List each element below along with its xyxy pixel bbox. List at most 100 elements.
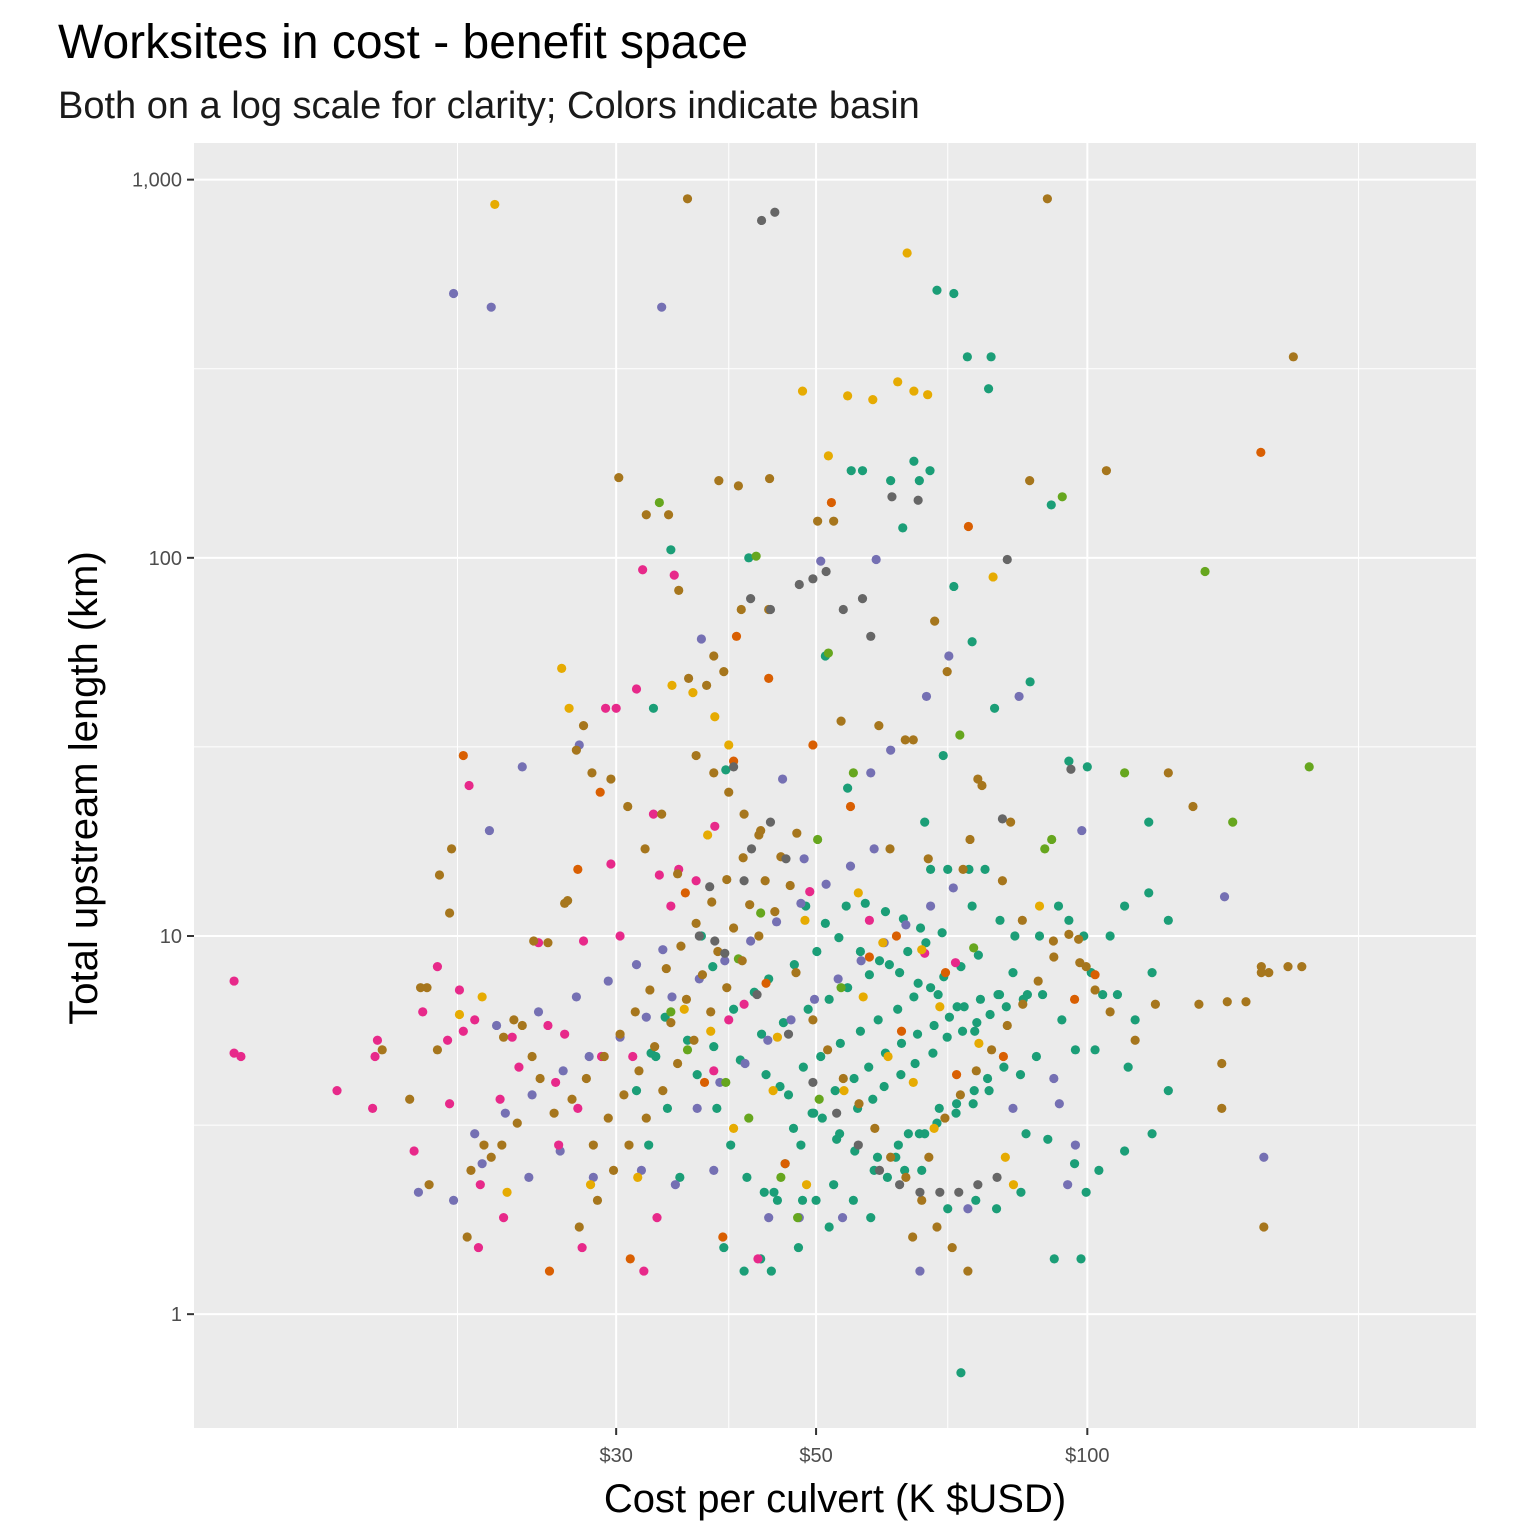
data-point — [1217, 1103, 1227, 1114]
data-point — [872, 1152, 883, 1162]
data-point — [535, 1073, 545, 1084]
data-point — [229, 1048, 239, 1058]
data-point — [1082, 762, 1092, 772]
data-point — [571, 992, 581, 1002]
data-point — [509, 1015, 519, 1025]
data-point — [663, 510, 674, 520]
data-point — [645, 985, 655, 995]
data-point — [1188, 801, 1198, 812]
data-point — [1304, 762, 1314, 772]
data-point — [473, 1242, 484, 1253]
data-point — [903, 946, 913, 957]
data-point — [963, 1204, 973, 1214]
data-point — [479, 1140, 489, 1150]
data-point — [824, 994, 834, 1004]
data-point — [839, 1086, 849, 1096]
data-point — [1049, 1073, 1059, 1084]
data-point — [930, 616, 940, 626]
data-point — [943, 864, 953, 874]
chart-title: Worksites in cost - benefit space — [58, 16, 748, 69]
data-point — [669, 570, 679, 580]
data-point — [995, 915, 1005, 925]
data-point — [752, 989, 762, 1000]
data-point — [1069, 1159, 1080, 1169]
data-point — [434, 870, 445, 880]
data-point — [797, 386, 808, 396]
data-point — [709, 651, 719, 661]
data-point — [1017, 915, 1027, 925]
data-point — [998, 1051, 1009, 1062]
data-point — [971, 1066, 981, 1076]
data-point — [712, 1103, 722, 1114]
data-point — [549, 1108, 559, 1118]
data-point — [628, 1051, 638, 1062]
data-point — [648, 703, 659, 713]
data-point — [729, 923, 739, 933]
data-point — [738, 853, 748, 863]
data-point — [933, 989, 943, 1000]
data-point — [777, 774, 788, 784]
data-point — [848, 768, 858, 778]
data-point — [756, 1029, 767, 1039]
data-point — [514, 1062, 524, 1072]
data-point — [845, 801, 856, 812]
data-point — [1049, 1254, 1059, 1264]
data-point — [764, 673, 774, 683]
data-point — [1015, 1070, 1026, 1080]
data-point — [729, 762, 739, 772]
data-point — [900, 735, 910, 745]
data-point — [809, 1108, 819, 1118]
data-point — [901, 920, 911, 930]
data-point — [989, 703, 1000, 713]
data-point — [1057, 492, 1067, 502]
minor-gridlines — [194, 143, 1476, 1428]
data-point — [857, 594, 868, 604]
data-point — [834, 933, 844, 943]
data-point — [1031, 1051, 1041, 1062]
data-point — [778, 1018, 789, 1028]
data-point — [673, 1058, 683, 1069]
data-point — [955, 730, 965, 740]
data-point — [965, 834, 975, 845]
data-point — [736, 604, 746, 615]
data-point — [1046, 500, 1056, 510]
data-point — [670, 1180, 680, 1190]
data-point — [608, 1165, 619, 1175]
data-point — [902, 248, 912, 258]
data-point — [958, 864, 968, 874]
data-point — [619, 1090, 629, 1100]
data-point — [719, 667, 729, 677]
data-point — [880, 907, 891, 917]
data-point — [846, 466, 856, 476]
data-point — [864, 970, 874, 980]
data-point — [823, 1045, 833, 1055]
data-point — [780, 1159, 790, 1169]
data-point — [466, 1165, 476, 1175]
data-point — [409, 1146, 419, 1156]
data-point — [951, 1108, 961, 1118]
data-point — [1063, 1180, 1073, 1190]
data-point — [766, 1266, 776, 1276]
data-point — [798, 1062, 808, 1072]
data-point — [692, 1103, 702, 1114]
data-point — [791, 968, 801, 978]
data-point — [585, 1180, 596, 1190]
data-point — [1014, 691, 1024, 702]
data-point — [458, 1026, 468, 1036]
data-point — [993, 989, 1003, 1000]
data-point — [836, 716, 846, 726]
data-point — [901, 1172, 911, 1182]
data-point — [805, 887, 815, 897]
data-point — [1054, 1099, 1064, 1109]
data-point — [721, 765, 731, 775]
data-point — [1120, 768, 1130, 778]
data-point — [448, 1195, 459, 1205]
y-tick-label: 1,000 — [132, 170, 182, 192]
data-point — [1070, 1045, 1080, 1055]
data-point — [527, 1051, 537, 1062]
data-point — [692, 1070, 702, 1080]
data-point — [832, 1108, 842, 1118]
data-point — [809, 994, 820, 1004]
data-point — [603, 1113, 613, 1123]
data-point — [377, 1045, 387, 1055]
